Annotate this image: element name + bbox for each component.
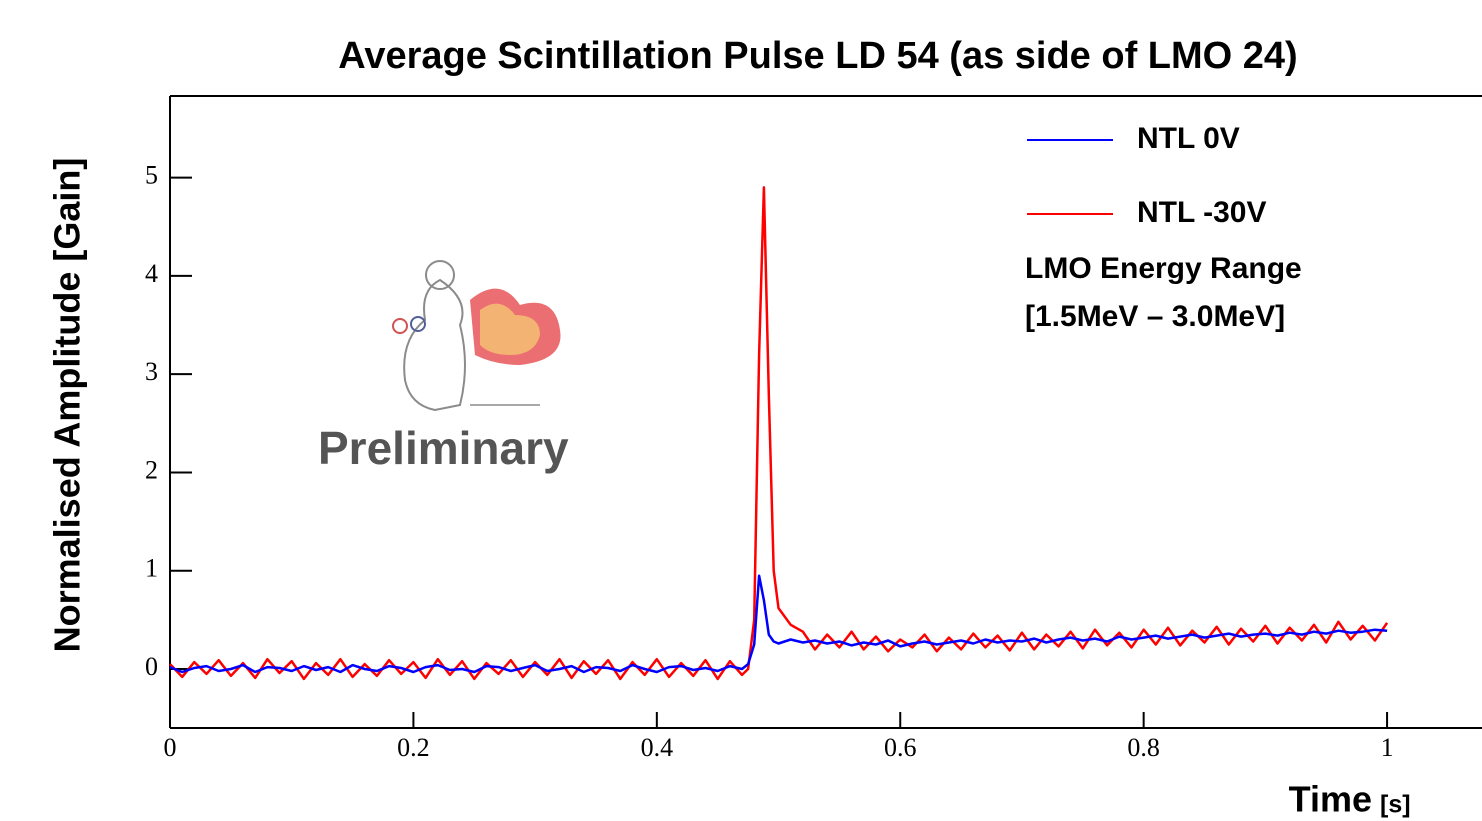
annotation: [1.5MeV – 3.0MeV]: [1025, 300, 1285, 333]
y-axis-label: Normalised Amplitude [Gain]: [47, 158, 88, 653]
legend-label: NTL 0V: [1137, 122, 1240, 155]
x-tick-label: 0.6: [884, 733, 917, 762]
y-tick-label: 4: [145, 259, 158, 288]
chart-title: Average Scintillation Pulse LD 54 (as si…: [338, 35, 1297, 77]
series-line: [169, 574, 1388, 674]
x-axis-unit: [s]: [1380, 791, 1411, 819]
x-tick-label: 0.8: [1127, 733, 1160, 762]
y-tick-label: 2: [145, 455, 158, 484]
y-tick-label: 3: [145, 357, 158, 386]
legend-label: NTL -30V: [1137, 196, 1266, 229]
y-tick-label: 1: [145, 554, 158, 583]
x-tick-label: 0.2: [397, 733, 430, 762]
x-tick-label: 0: [164, 733, 177, 762]
x-tick-label: 1: [1381, 733, 1394, 762]
x-tick-label: 0.4: [641, 733, 674, 762]
y-tick-label: 0: [145, 652, 158, 681]
annotation: LMO Energy Range: [1025, 252, 1302, 285]
y-tick-label: 5: [145, 161, 158, 190]
logo: [392, 260, 561, 412]
x-axis-label: Time: [1289, 779, 1372, 820]
watermark: Preliminary: [318, 422, 569, 474]
